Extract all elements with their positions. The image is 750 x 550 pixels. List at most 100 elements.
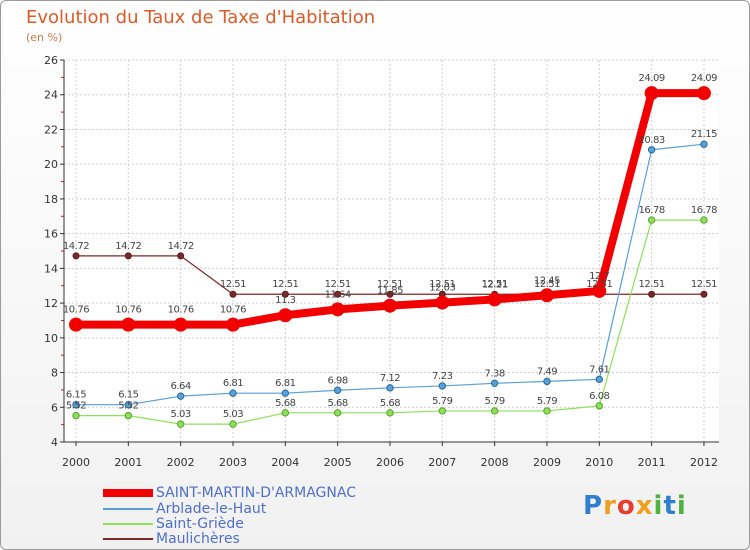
data-label-arblade: 6.15 [118,390,138,401]
legend-swatch-saint-griede [103,523,153,525]
x-tick-label: 2012 [690,456,718,469]
data-point-saint_martin [69,317,83,332]
data-point-saint_martin [121,317,136,332]
data-label-saint_martin: 10.76 [63,305,89,316]
data-point-saint_martin [487,292,502,307]
x-tick-label: 2010 [585,456,613,469]
data-point-saint_griede [595,402,603,410]
y-tick-label: 8 [51,367,58,380]
data-label-arblade: 21.15 [691,129,717,140]
data-label-saint_martin: 10.76 [220,305,246,316]
data-label-arblade: 7.23 [432,371,452,382]
y-tick-label: 4 [51,436,58,449]
data-label-saint_griede: 5.79 [432,396,452,407]
data-point-arblade [438,382,447,390]
y-tick-label: 12 [44,297,58,310]
data-point-saint_martin [173,317,188,332]
data-point-maulicheres [334,290,342,298]
data-label-maulicheres: 12.51 [639,279,665,290]
data-point-saint_griede [72,411,80,420]
legend-label-arblade: Arblade-le-Haut [156,501,267,517]
x-tick-label: 2005 [324,456,352,469]
y-tick-label: 18 [44,193,58,206]
x-tick-label: 2000 [62,456,90,469]
data-point-saint_martin [225,317,240,332]
data-point-saint_griede [124,411,133,420]
data-point-saint_martin [592,283,607,298]
data-point-saint_griede [490,407,499,415]
x-tick-label: 2003 [219,456,247,469]
legend-item-saint-martin: SAINT-MARTIN-D'ARMAGNAC [103,486,356,501]
data-point-saint_martin [382,298,397,313]
data-point-arblade [229,389,237,397]
data-label-saint_griede: 5.68 [328,398,348,409]
data-label-arblade: 20.83 [639,135,665,146]
data-label-saint_griede: 5.79 [537,396,557,407]
data-point-saint_griede [386,409,394,417]
data-label-saint_griede: 16.78 [691,205,717,216]
y-tick-label: 20 [44,158,58,171]
y-tick-label: 10 [44,332,58,345]
data-label-maulicheres: 12.51 [586,279,612,290]
data-point-saint_griede [229,420,237,428]
data-point-arblade [281,389,290,397]
data-label-saint_martin: 12.21 [482,279,508,290]
data-point-saint_martin [696,86,711,101]
y-tick-label: 22 [44,123,58,136]
data-point-arblade [647,146,656,154]
data-point-arblade [700,140,708,148]
data-label-maulicheres: 12.51 [482,279,508,290]
data-label-saint_griede: 5.68 [275,398,295,409]
data-label-arblade: 7.12 [380,373,400,384]
data-label-maulicheres: 12.51 [220,279,246,290]
data-point-saint_martin [644,86,659,101]
data-point-arblade [124,400,133,409]
data-label-maulicheres: 12.51 [429,279,455,290]
y-tick-label: 26 [44,54,58,67]
y-tick-label: 24 [44,89,58,102]
data-label-saint_griede: 5.03 [223,409,243,420]
data-label-arblade: 6.81 [223,378,243,389]
data-label-saint_martin: 11.3 [275,295,295,306]
data-label-saint_martin: 12.03 [429,283,455,294]
data-point-saint_griede [333,409,342,417]
x-tick-label: 2011 [638,456,666,469]
data-point-maulicheres [229,290,237,298]
y-tick-label: 16 [44,228,58,241]
proxiti-logo: Proxiti [583,491,687,521]
data-point-arblade [333,386,342,394]
data-label-saint_martin: 10.76 [115,305,141,316]
x-tick-label: 2006 [376,456,404,469]
data-label-saint_griede: 5.68 [380,398,400,409]
data-point-arblade [386,384,394,392]
data-point-maulicheres [700,290,708,298]
data-label-saint_martin: 12.7 [589,271,609,282]
legend-item-maulicheres: Maulichères [103,532,240,547]
data-point-maulicheres [124,252,132,260]
data-point-saint_griede [700,216,708,224]
x-tick-label: 2001 [114,456,142,469]
data-point-saint_griede [543,407,551,415]
data-point-maulicheres [648,290,656,298]
legend-swatch-saint-martin [103,489,153,497]
x-tick-label: 2009 [533,456,561,469]
data-label-maulicheres: 12.51 [272,279,298,290]
data-label-saint_martin: 24.09 [691,73,717,84]
data-point-arblade [176,392,185,400]
data-label-saint_griede: 6.08 [589,391,609,402]
data-point-arblade [490,379,499,388]
data-point-saint_griede [438,407,447,415]
data-point-saint_griede [281,409,290,417]
data-point-saint_martin [330,302,345,317]
legend-item-saint-griede: Saint-Griède [103,517,244,532]
data-label-saint_griede: 5.79 [485,396,505,407]
x-tick-label: 2004 [271,456,299,469]
data-label-maulicheres: 14.72 [168,241,194,252]
data-point-saint_martin [539,288,554,303]
legend-label-saint-griede: Saint-Griède [156,516,244,532]
data-label-saint_griede: 5.52 [118,401,138,412]
y-tick-label: 14 [44,262,58,275]
data-label-arblade: 7.49 [537,366,557,377]
